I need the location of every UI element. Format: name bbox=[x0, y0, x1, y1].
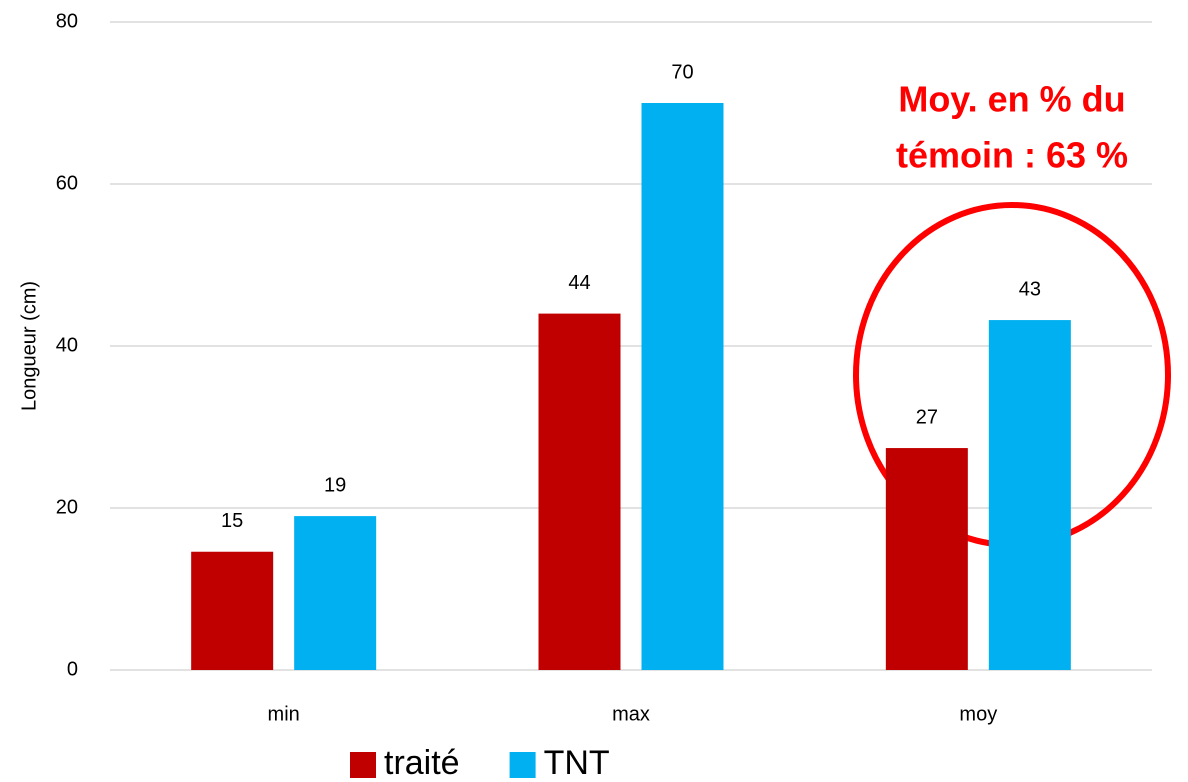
bar bbox=[538, 313, 621, 670]
x-tick-label: max bbox=[612, 703, 650, 725]
y-tick-label: 80 bbox=[56, 10, 78, 32]
y-axis-label: Longueur (cm) bbox=[18, 281, 40, 411]
y-tick-label: 20 bbox=[56, 496, 78, 518]
x-tick-label: min bbox=[268, 703, 300, 725]
x-tick-label: moy bbox=[959, 703, 997, 725]
value-label: 19 bbox=[324, 474, 346, 496]
legend-label: TNT bbox=[544, 744, 610, 782]
y-tick-label: 0 bbox=[67, 658, 78, 680]
legend-swatch bbox=[509, 752, 536, 778]
y-tick-label: 40 bbox=[56, 334, 78, 356]
value-label: 70 bbox=[671, 61, 693, 83]
y-tick-label: 60 bbox=[56, 172, 78, 194]
bar bbox=[641, 103, 724, 670]
legend-label: traité bbox=[384, 744, 460, 782]
annotation: témoin : 63 % bbox=[896, 135, 1128, 176]
bar bbox=[885, 448, 968, 670]
value-label: 27 bbox=[916, 406, 938, 428]
legend-swatch bbox=[350, 752, 376, 778]
value-label: 15 bbox=[221, 510, 243, 532]
value-label: 43 bbox=[1019, 278, 1041, 300]
value-label: 44 bbox=[568, 272, 590, 294]
bar bbox=[294, 516, 377, 670]
bar bbox=[988, 320, 1071, 670]
bar bbox=[191, 551, 274, 670]
annotation: Moy. en % du bbox=[898, 79, 1125, 120]
